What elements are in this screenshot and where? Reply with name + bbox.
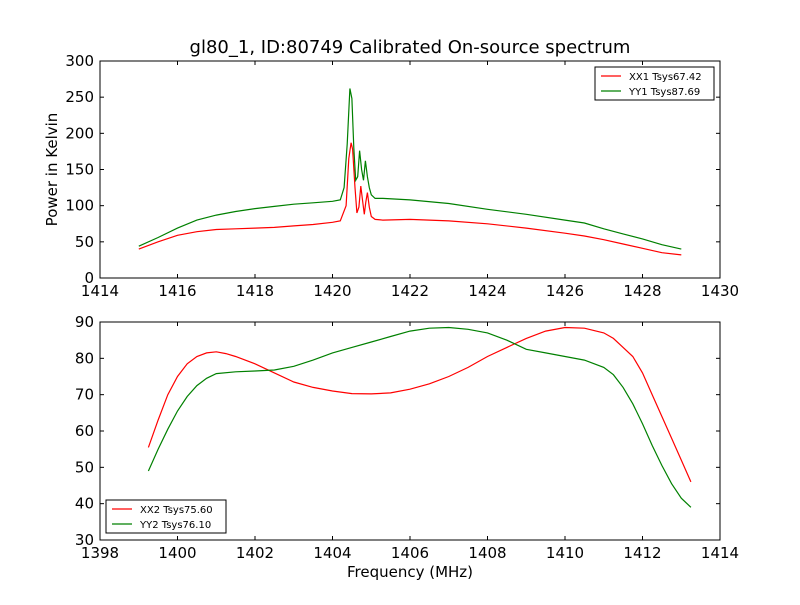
chart1-x-tick-label: 1412: [623, 544, 661, 562]
chart1-legend-label-0: XX2 Tsys75.60: [140, 505, 213, 516]
chart1-x-tick-label: 1398: [81, 544, 119, 562]
chart0-series-line-0: [138, 142, 682, 256]
chart0-y-tick-label: 50: [75, 233, 94, 251]
chart1-x-tick-label: 1402: [236, 544, 274, 562]
chart0-y-tick-label: 0: [84, 269, 94, 287]
chart1-y-tick-label: 60: [75, 422, 94, 440]
chart0-series-line-1: [138, 88, 682, 250]
chart0-x-tick-label: 1420: [313, 282, 351, 300]
chart1-series-line-0: [147, 326, 692, 483]
chart1-x-tick-label: 1410: [546, 544, 584, 562]
chart1-y-tick-label: 30: [75, 531, 94, 549]
chart0-x-tick-label: 1416: [158, 282, 196, 300]
chart1-x-tick-label: 1406: [391, 544, 429, 562]
chart1-x-tick-label: 1408: [468, 544, 506, 562]
chart0-y-tick-label: 200: [65, 124, 94, 142]
chart0-x-tick-label: 1428: [623, 282, 661, 300]
chart0-x-tick-label: 1418: [236, 282, 274, 300]
chart0-x-tick-label: 1426: [546, 282, 584, 300]
chart1-x-tick-label: 1400: [158, 544, 196, 562]
chart0-x-tick-label: 1422: [391, 282, 429, 300]
chart1-y-tick-label: 70: [75, 386, 94, 404]
chart0-legend-label-0: XX1 Tsys67.42: [629, 72, 702, 83]
chart0-x-tick-label: 1414: [81, 282, 119, 300]
bottom-panel: 1398 1400 1402 1404 1406 1408 1410 1412 1414 30 40…: [75, 313, 739, 581]
chart1-y-tick-label: 90: [75, 313, 94, 331]
chart-title: gl80_1, ID:80749 Calibrated On-source sp…: [190, 37, 631, 58]
chart0-y-tick-label: 100: [65, 197, 94, 215]
chart1-y-tick-label: 40: [75, 495, 94, 513]
chart0-y-tick-label: 300: [65, 52, 94, 70]
chart0-x-tick-label: 1424: [468, 282, 506, 300]
chart1-legend-box: [105, 499, 227, 534]
chart0-y-tick-label: 150: [65, 161, 94, 179]
chart1-x-axis-label: Frequency (MHz): [347, 563, 473, 581]
chart1-y-tick-label: 50: [75, 458, 94, 476]
chart0-legend-box: [594, 66, 715, 101]
chart1-legend-label-1: YY2 Tsys76.10: [139, 520, 211, 531]
chart0-y-axis-label: Power in Kelvin: [43, 113, 61, 227]
chart0-x-tick-label: 1430: [701, 282, 739, 300]
top-panel: 1414 1416 1418 1420 1422 1424 1426 1428 1430 0 50 1…: [43, 52, 739, 300]
chart1-x-tick-label: 1404: [313, 544, 351, 562]
chart0-y-tick-label: 250: [65, 88, 94, 106]
chart1-x-tick-label: 1414: [701, 544, 739, 562]
chart0-legend-label-1: YY1 Tsys87.69: [628, 87, 700, 98]
chart1-series-line-1: [147, 326, 692, 508]
chart1-y-tick-label: 80: [75, 349, 94, 367]
